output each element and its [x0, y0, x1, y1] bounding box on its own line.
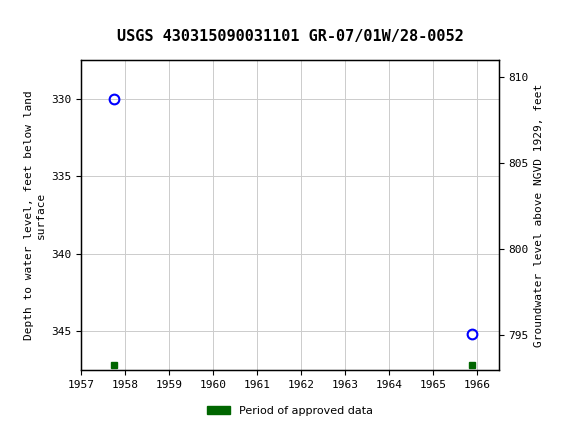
- Text: USGS: USGS: [75, 10, 130, 28]
- Legend: Period of approved data: Period of approved data: [203, 401, 377, 420]
- Y-axis label: Groundwater level above NGVD 1929, feet: Groundwater level above NGVD 1929, feet: [534, 83, 544, 347]
- Y-axis label: Depth to water level, feet below land
surface: Depth to water level, feet below land su…: [24, 90, 46, 340]
- Text: USGS 430315090031101 GR-07/01W/28-0052: USGS 430315090031101 GR-07/01W/28-0052: [117, 29, 463, 44]
